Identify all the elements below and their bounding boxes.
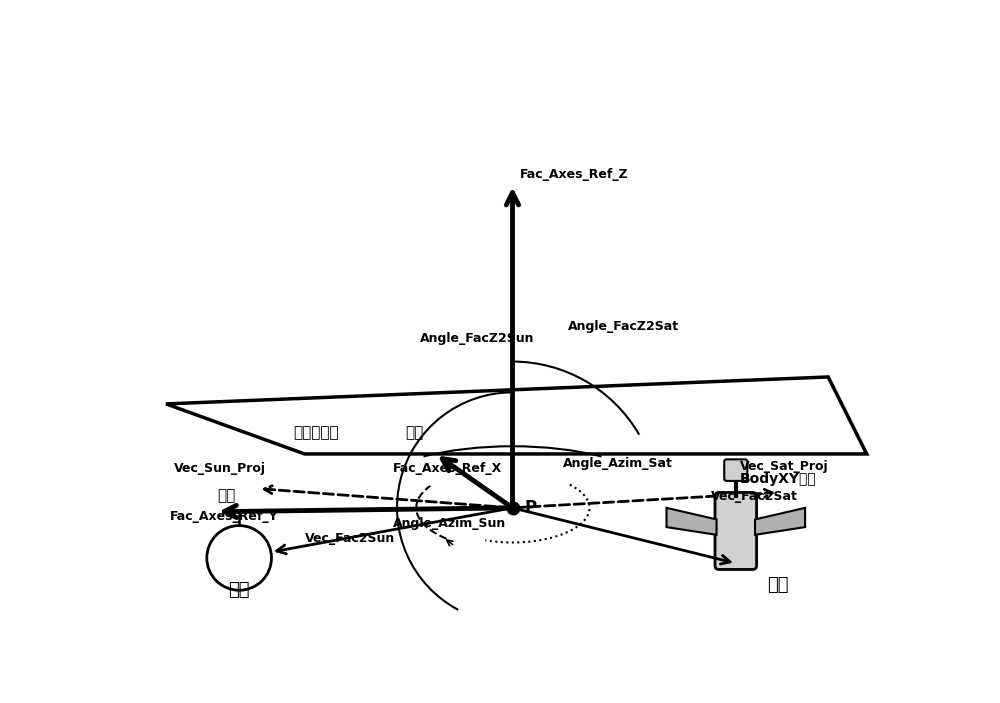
Text: Vec_Fac2Sat: Vec_Fac2Sat (711, 490, 798, 503)
Text: P: P (524, 499, 536, 517)
Polygon shape (166, 377, 867, 454)
Polygon shape (755, 508, 805, 535)
Text: 正北: 正北 (406, 425, 424, 440)
Text: Angle_FacZ2Sat: Angle_FacZ2Sat (568, 321, 679, 333)
FancyBboxPatch shape (724, 459, 747, 481)
Text: 正西: 正西 (217, 489, 235, 503)
FancyBboxPatch shape (715, 493, 757, 569)
Polygon shape (666, 508, 717, 535)
Text: Fac_Axes_Ref_X: Fac_Axes_Ref_X (393, 462, 502, 475)
Text: 吁星: 吁星 (767, 576, 789, 594)
Text: Vec_Sun_Proj: Vec_Sun_Proj (174, 462, 266, 475)
Text: 太阳: 太阳 (228, 581, 250, 599)
Text: BodyXY平面: BodyXY平面 (740, 472, 816, 486)
Text: Fac_Axes_Ref_Y: Fac_Axes_Ref_Y (170, 510, 278, 523)
Text: Angle_Azim_Sun: Angle_Azim_Sun (393, 517, 506, 530)
Text: Angle_Azim_Sat: Angle_Azim_Sat (563, 457, 672, 470)
Text: Fac_Axes_Ref_Z: Fac_Axes_Ref_Z (520, 169, 629, 181)
Text: Angle_FacZ2Sun: Angle_FacZ2Sun (420, 332, 535, 345)
Text: Vec_Sat_Proj: Vec_Sat_Proj (740, 460, 828, 473)
Text: Vec_Fac2Sun: Vec_Fac2Sun (305, 532, 395, 545)
Circle shape (207, 526, 271, 591)
Text: 本地水平面: 本地水平面 (293, 425, 339, 440)
